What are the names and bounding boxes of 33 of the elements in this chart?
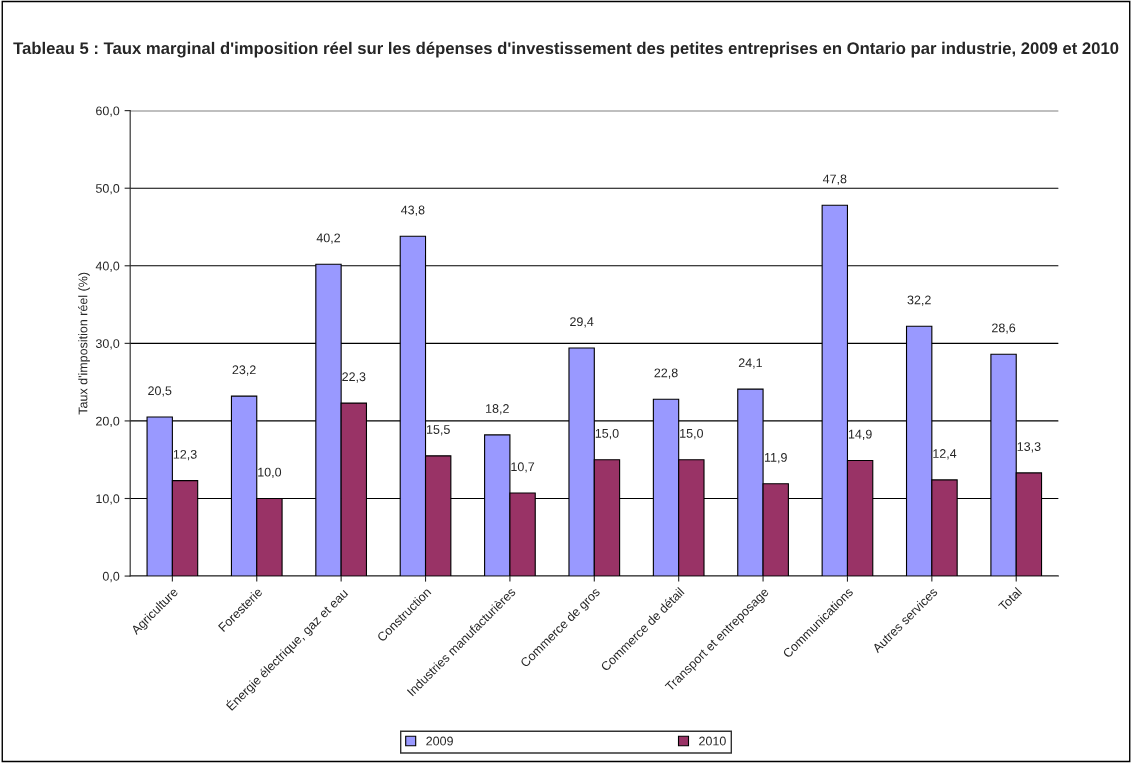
legend-label: 2010 xyxy=(699,736,726,746)
y-tick-label: 50,0 xyxy=(95,184,120,195)
data-label: 11,9 xyxy=(764,452,787,464)
data-label: 32,2 xyxy=(907,295,931,306)
y-tick-label: 30,0 xyxy=(95,339,120,350)
chart-title: Tableau 5 : Taux marginal d'imposition réel sur les dépenses d'investissement des petites entreprises en Ontario par industrie, 2009 et 2010 xyxy=(13,41,1119,58)
data-label: 43,8 xyxy=(401,205,425,216)
data-label: 22,8 xyxy=(654,368,678,379)
legend-label: 2009 xyxy=(426,736,453,746)
data-label: 15,0 xyxy=(680,428,704,440)
y-axis-title: Taux d'imposition réel (%) xyxy=(78,272,90,415)
data-label: 20,5 xyxy=(148,386,172,397)
data-label: 10,0 xyxy=(258,467,282,479)
data-label: 12,3 xyxy=(173,449,197,461)
data-label: 40,2 xyxy=(316,233,341,244)
y-tick-label: 0,0 xyxy=(102,571,120,583)
data-label: 14,9 xyxy=(848,429,872,441)
y-tick-label: 40,0 xyxy=(95,261,120,272)
data-label: 10,7 xyxy=(511,462,535,473)
y-tick-label: 10,0 xyxy=(96,494,120,505)
data-label: 28,6 xyxy=(992,323,1016,334)
y-tick-label: 60,0 xyxy=(96,106,120,117)
data-label: 15,0 xyxy=(595,428,619,440)
data-label: 47,8 xyxy=(822,174,847,185)
data-label: 24,1 xyxy=(738,358,762,369)
data-label: 15,5 xyxy=(426,425,450,436)
data-label: 12,4 xyxy=(933,449,957,460)
data-label: 22,3 xyxy=(342,372,366,383)
y-tick-label: 20,0 xyxy=(96,416,120,428)
data-label: 23,2 xyxy=(232,365,256,376)
data-label: 29,4 xyxy=(570,317,594,328)
data-label: 13,3 xyxy=(1017,442,1041,453)
data-label: 18,2 xyxy=(486,404,509,415)
